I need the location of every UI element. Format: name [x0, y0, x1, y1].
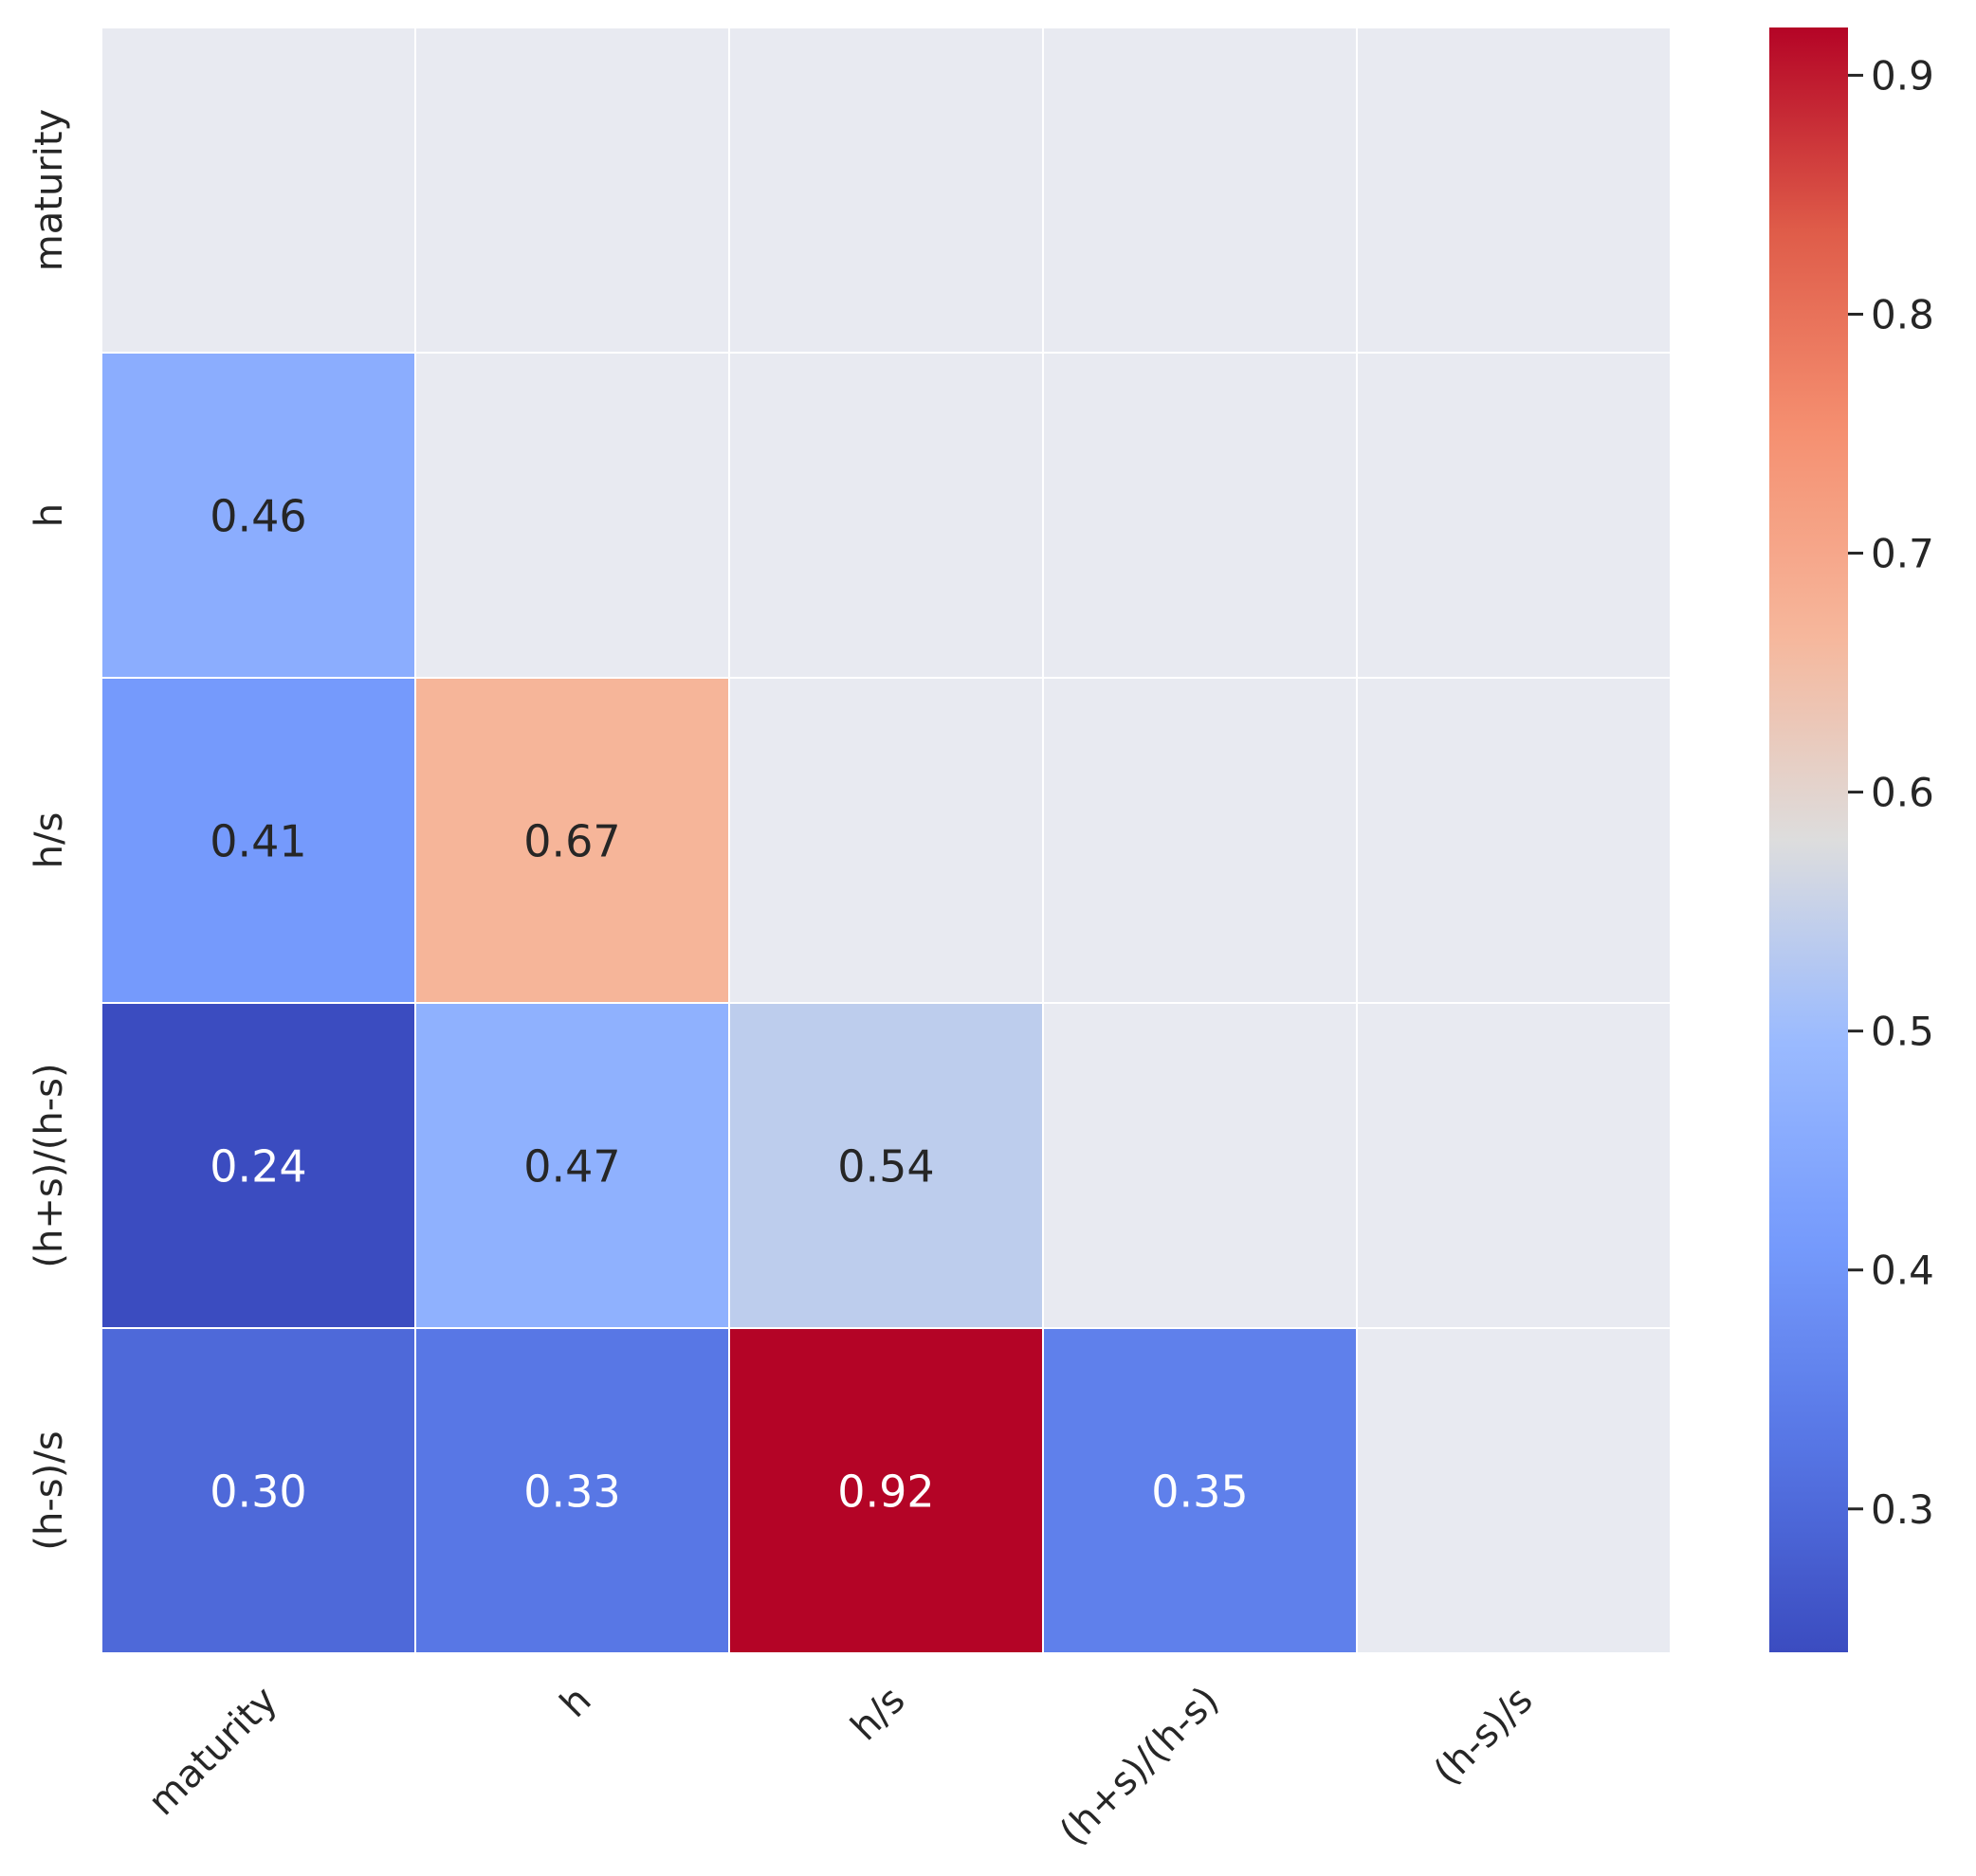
masked-cell	[1356, 1327, 1672, 1654]
y-tick-label: (h+s)/(h-s)	[27, 1063, 71, 1267]
masked-cell	[414, 352, 730, 679]
cell-annotations: 0.46 0.41 0.67 0.24 0.47 0.54 0.30 0.33 0.92 0.35	[210, 491, 1248, 1518]
cell-annotation: 0.33	[523, 1466, 620, 1518]
heatmap-cell	[414, 1327, 730, 1654]
y-tick-label: maturity	[27, 109, 71, 271]
heatmap-cell	[101, 677, 416, 1004]
heatmap-cell	[728, 1002, 1044, 1329]
masked-cell	[1356, 677, 1672, 1004]
colorbar-tick-label: 0.5	[1871, 1009, 1934, 1055]
y-axis-tick-labels: maturity h h/s (h+s)/(h-s) (h-s)/s	[27, 109, 71, 1551]
cell-annotation: 0.35	[1151, 1466, 1248, 1518]
masked-cell	[1356, 27, 1672, 354]
heatmap-cell	[101, 1002, 416, 1329]
masked-cell	[1356, 352, 1672, 679]
colorbar: 0.3 0.4 0.5 0.6 0.7 0.8 0.9	[1769, 27, 1934, 1652]
heatmap-cell	[101, 352, 416, 679]
cell-annotation: 0.47	[523, 1141, 620, 1193]
colorbar-tick-label: 0.7	[1871, 531, 1934, 577]
heatmap-cell	[1042, 1327, 1358, 1654]
masked-cell	[728, 27, 1044, 354]
masked-cell	[1042, 352, 1358, 679]
cell-annotation: 0.24	[210, 1141, 306, 1193]
masked-cell	[1042, 27, 1358, 354]
masked-cell	[414, 27, 730, 354]
colorbar-tick-label: 0.6	[1871, 770, 1934, 816]
cell-annotation: 0.54	[837, 1141, 934, 1193]
heatmap-cell	[101, 1327, 416, 1654]
y-tick-label: h/s	[27, 812, 71, 869]
masked-cell	[1356, 1002, 1672, 1329]
colorbar-gradient	[1769, 27, 1848, 1652]
cell-annotation: 0.92	[837, 1466, 934, 1518]
colorbar-tick-label: 0.9	[1871, 52, 1934, 99]
heatmap-cells	[101, 27, 1672, 1654]
colorbar-tick-label: 0.4	[1871, 1248, 1934, 1294]
masked-cell	[728, 352, 1044, 679]
colorbar-tick-label: 0.8	[1871, 291, 1934, 337]
masked-cell	[728, 677, 1044, 1004]
y-tick-label: h	[27, 503, 71, 527]
colorbar-tick-label: 0.3	[1871, 1486, 1934, 1533]
heatmap-cell	[728, 1327, 1044, 1654]
masked-cell	[1042, 677, 1358, 1004]
cell-annotation: 0.67	[523, 816, 620, 867]
cell-annotation: 0.41	[210, 816, 306, 867]
masked-cell	[101, 27, 416, 354]
cell-annotation: 0.30	[210, 1466, 306, 1518]
y-tick-label: (h-s)/s	[27, 1430, 71, 1550]
cell-annotation: 0.46	[210, 491, 306, 542]
heatmap-cell	[414, 677, 730, 1004]
masked-cell	[1042, 1002, 1358, 1329]
